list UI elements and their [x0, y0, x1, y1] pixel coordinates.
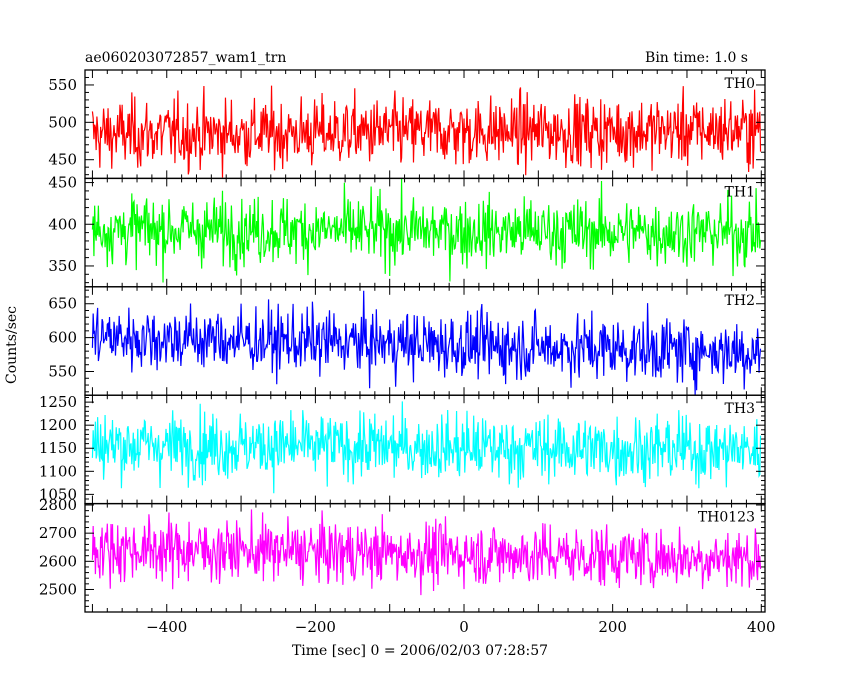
y-tick-label: 2600 — [39, 552, 77, 570]
y-tick-label: 1200 — [39, 416, 77, 434]
panel-th0: 450 500 550 TH0 — [48, 69, 766, 180]
y-tick-label: 400 — [48, 215, 77, 233]
chart-title-right: Bin time: 1.0 s — [645, 50, 748, 66]
y-tick-label: 1250 — [39, 393, 77, 411]
y-tick-label: 1050 — [39, 485, 77, 503]
y-tick-label: 450 — [48, 174, 77, 192]
panel-label: TH1 — [725, 184, 755, 200]
y-tick-label: 650 — [48, 295, 77, 313]
x-tick-label: 200 — [598, 618, 627, 636]
y-tick-label: 600 — [48, 329, 77, 347]
y-tick-label: 2500 — [39, 580, 77, 598]
series-line-th0123 — [91, 509, 762, 596]
panel-th2: 550 600 650 TH2 — [48, 286, 766, 396]
x-axis: −400 −200 0 200 400 — [146, 618, 775, 636]
series-line-th1 — [91, 178, 762, 283]
x-tick-label: −400 — [146, 618, 187, 636]
chart-title-left: ae060203072857_wam1_trn — [85, 50, 286, 66]
y-tick-label: 2700 — [39, 524, 77, 542]
series-line-th3 — [91, 401, 762, 494]
y-tick-label: 1100 — [39, 462, 77, 480]
panel-label: TH0 — [725, 76, 755, 92]
panel-label: TH0123 — [698, 510, 755, 526]
y-tick-label: 500 — [48, 113, 77, 131]
panel-th0123: 2500 2600 2700 2800 TH0123 — [39, 496, 766, 613]
y-tick-label: 2800 — [39, 496, 77, 514]
x-tick-label: −200 — [295, 618, 336, 636]
series-line-th0 — [91, 85, 762, 178]
y-tick-label: 450 — [48, 151, 77, 169]
panel-th3: 1050 1100 1150 1200 1250 TH3 — [39, 393, 766, 505]
y-axis-label: Counts/sec — [4, 306, 20, 384]
x-axis-label: Time [sec] 0 = 2006/02/03 07:28:57 — [292, 643, 548, 659]
plot-panels: 450 500 550 TH0 350 400 450 TH1 550 600 650 TH2 1050… — [39, 69, 766, 613]
panel-label: TH3 — [725, 401, 755, 417]
panel-frame — [84, 502, 766, 613]
x-tick-label: 400 — [747, 618, 776, 636]
panel-label: TH2 — [725, 293, 755, 309]
panel-th1: 350 400 450 TH1 — [48, 174, 766, 288]
series-line-th2 — [91, 290, 762, 396]
y-tick-label: 1150 — [39, 439, 77, 457]
y-tick-label: 550 — [48, 362, 77, 380]
x-tick-label: 0 — [459, 618, 469, 636]
y-tick-label: 350 — [48, 257, 77, 275]
y-tick-label: 550 — [48, 76, 77, 94]
